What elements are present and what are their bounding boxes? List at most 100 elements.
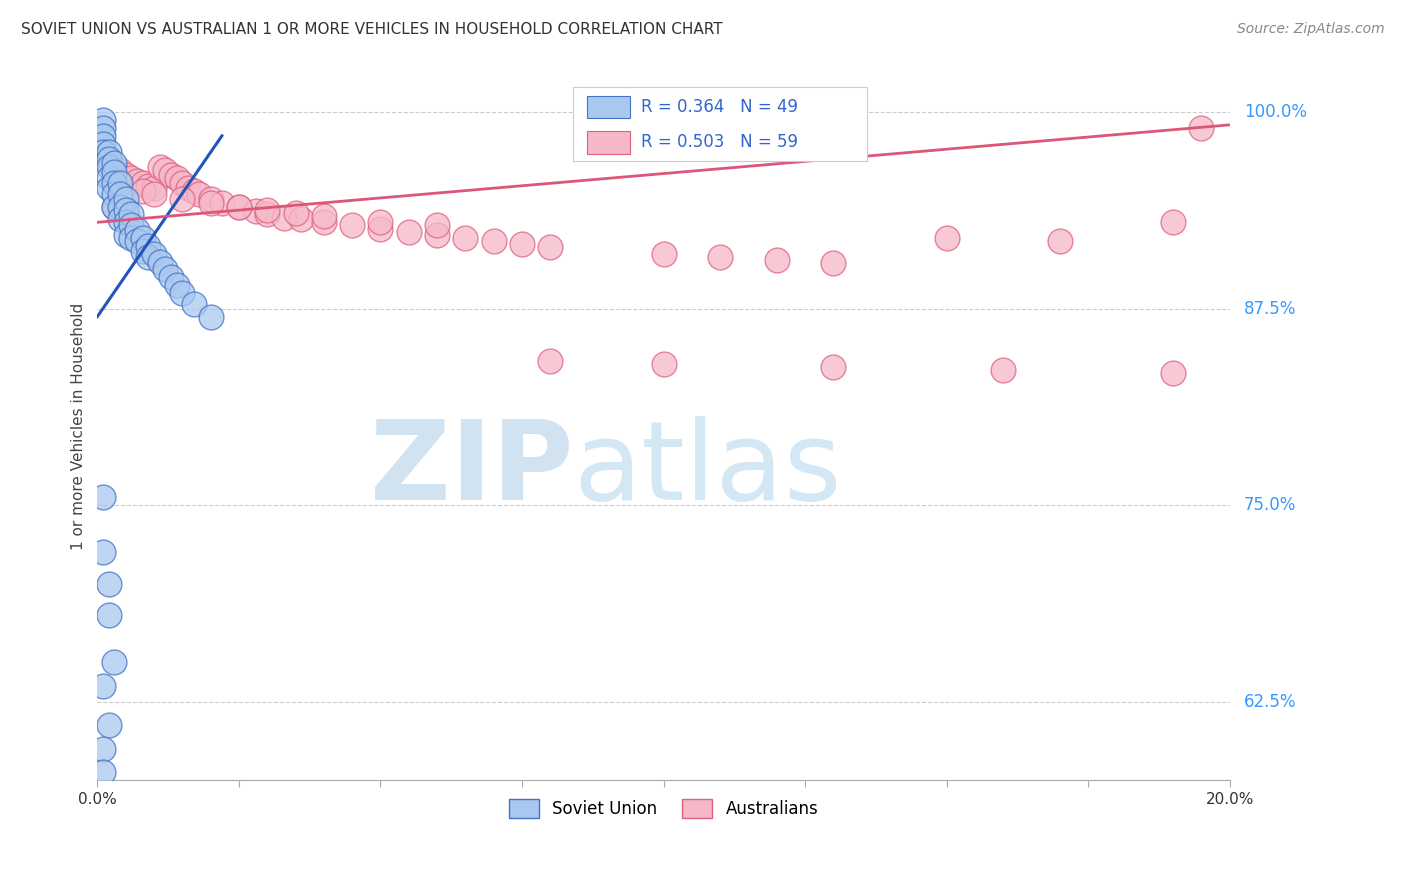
Point (398, 225, 420, 239)
Point (97, 155, 120, 169)
Text: 87.5%: 87.5% (1244, 300, 1296, 318)
Point (538, 353, 561, 368)
Point (91, 113, 114, 128)
Point (245, 204, 267, 219)
Text: 62.5%: 62.5% (1244, 693, 1296, 711)
Point (131, 184, 153, 198)
Point (765, 253, 787, 268)
Point (97, 153, 120, 167)
Point (103, 200, 125, 214)
Point (1161, 215, 1184, 229)
Point (312, 209, 335, 223)
Text: Source: ZipAtlas.com: Source: ZipAtlas.com (1237, 22, 1385, 37)
Point (143, 180, 166, 194)
Point (426, 219, 449, 233)
Point (91, 153, 114, 167)
Point (97, 161, 120, 175)
Point (454, 231, 477, 245)
Point (136, 250, 159, 264)
Point (160, 270, 183, 285)
Point (97, 577, 120, 591)
Point (183, 184, 205, 198)
Point (370, 215, 392, 229)
Point (131, 244, 153, 258)
Point (188, 187, 211, 202)
Text: 100.0%: 100.0% (1244, 103, 1306, 121)
Point (131, 231, 153, 245)
Point (143, 246, 166, 260)
Point (125, 174, 148, 188)
Point (143, 187, 166, 202)
Point (103, 165, 125, 179)
Point (103, 187, 125, 202)
Point (120, 219, 142, 233)
Point (114, 215, 136, 229)
Point (125, 234, 148, 248)
Point (91, 491, 114, 505)
Point (1191, 120, 1213, 135)
Text: SOVIET UNION VS AUSTRALIAN 1 OR MORE VEHICLES IN HOUSEHOLD CORRELATION CHART: SOVIET UNION VS AUSTRALIAN 1 OR MORE VEH… (21, 22, 723, 37)
Point (97, 145, 120, 159)
Point (482, 234, 505, 248)
Point (370, 221, 392, 235)
Point (183, 297, 205, 311)
Point (97, 718, 120, 732)
Point (149, 161, 172, 175)
Point (155, 262, 177, 277)
Point (114, 192, 136, 206)
Point (91, 765, 114, 780)
Point (256, 207, 278, 221)
FancyBboxPatch shape (574, 87, 868, 161)
Point (993, 363, 1015, 377)
Point (103, 656, 125, 670)
Point (120, 171, 142, 186)
Point (652, 357, 675, 371)
Point (510, 237, 533, 252)
Point (200, 310, 222, 324)
Point (290, 212, 312, 227)
Legend: Soviet Union, Australians: Soviet Union, Australians (502, 792, 825, 825)
Point (166, 278, 188, 293)
Point (91, 545, 114, 559)
Point (108, 176, 131, 190)
FancyBboxPatch shape (586, 95, 630, 119)
Point (131, 176, 153, 190)
Point (312, 215, 335, 229)
Point (114, 168, 136, 182)
Point (103, 161, 125, 175)
Text: ZIP: ZIP (370, 416, 574, 523)
Point (709, 250, 731, 264)
Point (172, 176, 194, 190)
Point (155, 163, 177, 178)
Point (166, 171, 188, 186)
Point (103, 200, 125, 214)
Text: atlas: atlas (574, 416, 841, 523)
Point (114, 227, 136, 242)
Point (211, 196, 233, 211)
Point (228, 200, 250, 214)
Point (108, 212, 131, 227)
Point (91, 145, 114, 159)
Point (177, 180, 200, 194)
Point (1161, 366, 1184, 380)
Point (120, 207, 142, 221)
Point (426, 227, 449, 242)
Point (538, 240, 561, 254)
Point (114, 202, 136, 217)
Point (91, 136, 114, 151)
Point (935, 231, 957, 245)
Point (340, 219, 363, 233)
Point (103, 155, 125, 169)
Point (136, 179, 159, 194)
Point (97, 171, 120, 186)
Text: R = 0.503   N = 59: R = 0.503 N = 59 (641, 133, 797, 152)
Point (114, 207, 136, 221)
Point (91, 679, 114, 693)
Point (172, 192, 194, 206)
Text: 75.0%: 75.0% (1244, 496, 1296, 514)
Point (91, 742, 114, 756)
Point (120, 231, 142, 245)
FancyBboxPatch shape (586, 131, 630, 153)
Point (200, 196, 222, 211)
Point (97, 180, 120, 194)
